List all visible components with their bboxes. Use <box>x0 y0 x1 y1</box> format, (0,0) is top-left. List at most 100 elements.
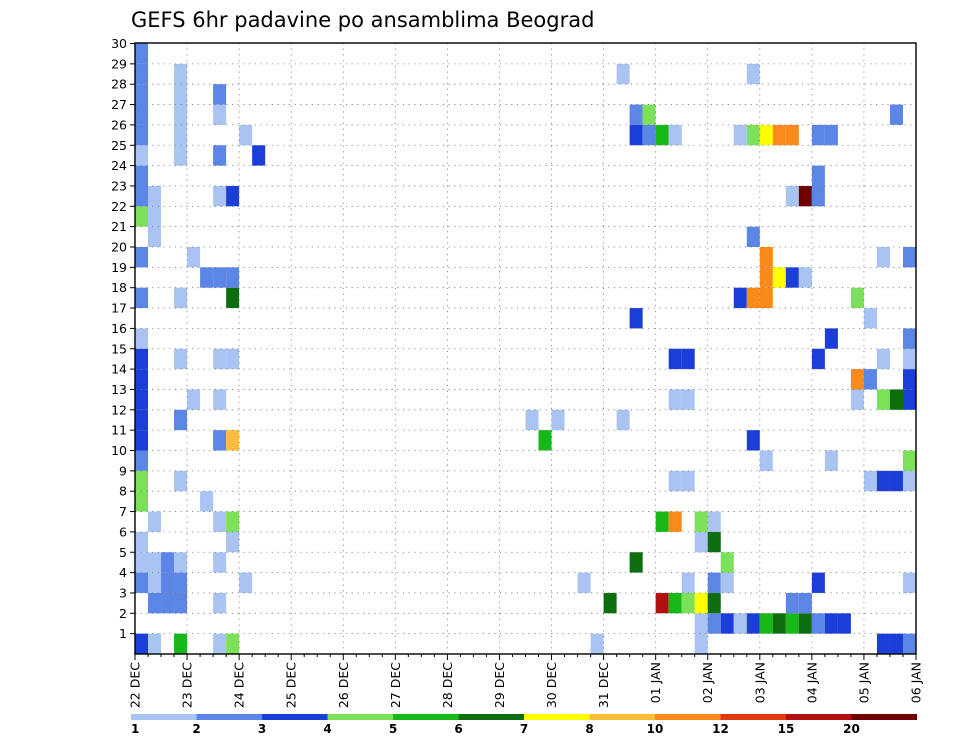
heatmap-cell <box>863 308 877 329</box>
y-tick-label: 27 <box>111 97 127 112</box>
grid-lines <box>135 43 916 654</box>
y-tick-label: 11 <box>111 423 127 438</box>
heatmap-cell <box>876 389 890 410</box>
heatmap-cell <box>759 247 773 268</box>
heatmap-cell <box>655 592 669 614</box>
colorbar-label: 8 <box>585 722 593 736</box>
heatmap-cell <box>681 572 695 593</box>
x-tick-label: 28 DEC <box>440 662 455 708</box>
colorbar: 1 2 3 4 5 6 7 8 10 12 15 20 <box>131 714 917 736</box>
heatmap-cell <box>746 613 760 634</box>
heatmap-cell <box>174 470 188 492</box>
heatmap-cell <box>824 328 838 349</box>
heatmap-cell <box>174 84 188 105</box>
x-tick-label: 04 JAN <box>804 662 819 703</box>
colorbar-swatch <box>196 714 262 720</box>
heatmap-cell <box>616 409 630 431</box>
heatmap-cell <box>876 470 890 492</box>
heatmap-cell <box>720 613 734 634</box>
heatmap-cell <box>226 348 240 370</box>
heatmap-cell <box>655 511 669 532</box>
heatmap-cell <box>135 531 149 553</box>
heatmap-cell <box>629 308 643 329</box>
heatmap-cell <box>629 552 643 573</box>
heatmap-cell <box>668 348 682 370</box>
heatmap-cell <box>694 531 708 553</box>
colorbar-label: 2 <box>192 722 200 736</box>
heatmap-cell <box>148 552 162 573</box>
x-tick-label: 23 DEC <box>180 662 195 708</box>
heatmap-cell <box>226 430 240 451</box>
heatmap-cell <box>135 84 149 105</box>
heatmap-cell <box>213 348 227 370</box>
heatmap-cell <box>213 84 227 105</box>
heatmap-cell <box>174 409 188 431</box>
heatmap-cell <box>187 247 201 268</box>
y-tick-label: 24 <box>111 158 127 173</box>
heatmap-cell <box>135 206 149 227</box>
heatmap-cell <box>161 592 175 614</box>
heatmap-cell <box>135 348 149 370</box>
heatmap-cell <box>135 470 149 492</box>
colorbar-swatch <box>262 714 328 720</box>
heatmap-cell <box>889 633 903 654</box>
heatmap-cell <box>642 124 656 146</box>
heatmap-cell <box>252 145 266 166</box>
heatmap-cell <box>616 63 630 85</box>
colorbar-swatch <box>458 714 524 720</box>
colorbar-label: 1 <box>131 722 139 736</box>
heatmap-cell <box>525 409 539 431</box>
heatmap-cell <box>174 63 188 85</box>
y-tick-label: 7 <box>119 504 127 519</box>
y-tick-label: 13 <box>111 382 127 397</box>
heatmap-cell <box>811 572 825 593</box>
colorbar-swatch <box>327 714 393 720</box>
heatmap-cell <box>902 389 916 410</box>
heatmap-cell <box>135 409 149 431</box>
y-tick-label: 5 <box>119 545 127 560</box>
colorbar-swatch <box>589 714 655 720</box>
heatmap-cell <box>226 185 240 207</box>
heatmap-cell <box>902 572 916 593</box>
heatmap-cell <box>824 450 838 471</box>
heatmap-cell <box>551 409 565 431</box>
heatmap-cell <box>746 124 760 146</box>
colorbar-label: 12 <box>712 722 729 736</box>
heatmap-cell <box>135 287 149 309</box>
heatmap-cell <box>759 267 773 288</box>
heatmap-cell <box>772 124 786 146</box>
heatmap-cell <box>135 185 149 207</box>
heatmap-cell <box>681 592 695 614</box>
chart-title: GEFS 6hr padavine po ansamblima Beograd <box>131 8 594 32</box>
heatmap-cell <box>811 165 825 186</box>
heatmap-cell <box>694 592 708 614</box>
x-axis: 22 DEC 23 DEC 24 DEC 25 DEC 26 DEC 27 DEC 28 D… <box>128 654 924 708</box>
x-tick-label: 05 JAN <box>856 662 871 703</box>
y-tick-label: 2 <box>119 606 127 621</box>
heatmap-cell <box>629 124 643 146</box>
heatmap-cell <box>213 267 227 288</box>
heatmap-cell <box>863 369 877 390</box>
y-tick-label: 19 <box>111 260 127 275</box>
x-tick-label: 31 DEC <box>596 662 611 708</box>
heatmap-cell <box>226 633 240 654</box>
heatmap-cell <box>733 613 747 634</box>
colorbar-label: 10 <box>647 722 664 736</box>
heatmap-cell <box>681 348 695 370</box>
heatmap-cell <box>733 124 747 146</box>
y-tick-label: 18 <box>111 280 127 295</box>
heatmap-cell <box>135 389 149 410</box>
heatmap-cell <box>538 430 552 451</box>
y-tick-label: 10 <box>111 443 127 458</box>
heatmap-cell <box>135 104 149 125</box>
heatmap-cell <box>902 247 916 268</box>
heatmap-cell <box>681 470 695 492</box>
heatmap-cell <box>239 572 253 593</box>
heatmap-cell <box>746 430 760 451</box>
y-tick-label: 12 <box>111 402 127 417</box>
heatmap-cell <box>889 470 903 492</box>
heatmap-cell <box>720 572 734 593</box>
heatmap-cell <box>850 287 864 309</box>
y-tick-label: 20 <box>111 240 127 255</box>
heatmap-cell <box>811 124 825 146</box>
